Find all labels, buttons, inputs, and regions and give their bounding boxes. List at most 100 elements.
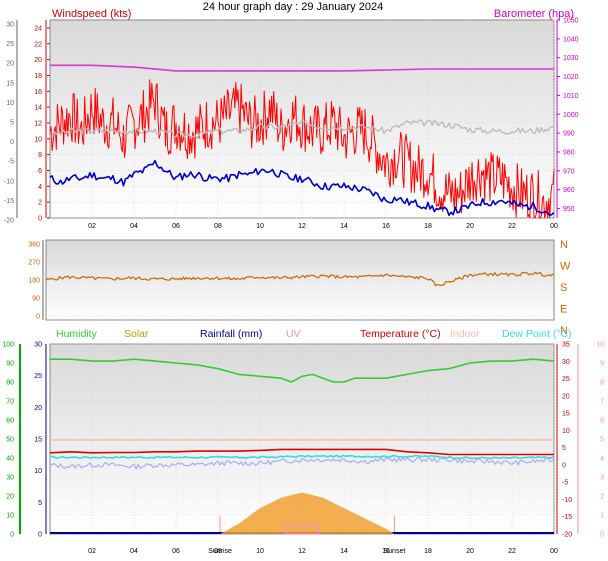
barometer-series-line: [50, 64, 554, 72]
temp-tick-label: 35: [562, 342, 570, 349]
uv-tick-label: 9: [600, 361, 604, 368]
wind-inner-tick-label: 12: [34, 120, 42, 127]
wind-outer-tick-label: 20: [6, 61, 14, 68]
temp-x-tick-label: 06: [172, 548, 180, 555]
uv-series-bar: [284, 524, 320, 535]
wind-outer-tick-label: 15: [6, 80, 14, 87]
wind-inner-tick-label: 2: [38, 200, 42, 207]
baro-tick-label: 1020: [563, 74, 579, 81]
uv-tick-label: 7: [600, 399, 604, 406]
uv-tick-label: 0: [600, 532, 604, 539]
legend-entry: UV: [286, 328, 301, 340]
temp-x-tick-label: 10: [256, 548, 264, 555]
humidity-tick-label: 40: [6, 456, 14, 463]
wind-x-tick-label: 16: [382, 223, 390, 230]
temp-tick-label: 5: [562, 445, 566, 452]
temp-tick-label: 15: [562, 411, 570, 418]
humidity-tick-label: 70: [6, 399, 14, 406]
temp-x-tick-label: 22: [508, 548, 516, 555]
rain-tick-label: 0: [38, 532, 42, 539]
wind-x-tick-label: 14: [340, 223, 348, 230]
legend-entry: Dew Point (°C): [502, 328, 572, 340]
baro-tick-label: 950: [563, 206, 575, 213]
temp-tick-label: 20: [562, 393, 570, 400]
wind-outer-tick-label: 10: [6, 100, 14, 107]
temperature-panel: 1009080706050403020100302520151050353025…: [2, 328, 604, 555]
direction-right-tick-label: W: [560, 261, 571, 273]
wind-inner-tick-label: 22: [34, 41, 42, 48]
uv-tick-label: 4: [600, 456, 604, 463]
baro-tick-label: 970: [563, 168, 575, 175]
uv-tick-label: 6: [600, 418, 604, 425]
temp-tick-label: 10: [562, 428, 570, 435]
temp-tick-label: 25: [562, 376, 570, 383]
wind-outer-tick-label: -20: [4, 218, 14, 225]
temp-tick-label: -15: [562, 514, 572, 521]
humidity-tick-label: 90: [6, 361, 14, 368]
temp-x-tick-label: 12: [298, 548, 306, 555]
wind-x-tick-label: 08: [214, 223, 222, 230]
humidity-tick-label: 60: [6, 418, 14, 425]
uv-tick-label: 3: [600, 475, 604, 482]
wind-inner-tick-label: 16: [34, 89, 42, 96]
chart-title: 24 hour graph day : 29 January 2024: [203, 1, 383, 13]
legend-entry: Solar: [124, 328, 149, 340]
uv-tick-label: 2: [600, 494, 604, 501]
wind-x-tick-label: 04: [130, 223, 138, 230]
wind-outer-tick-label: -15: [4, 198, 14, 205]
temp-x-tick-label: 16: [382, 548, 390, 555]
temp-x-tick-label: 00: [550, 548, 558, 555]
wind-inner-tick-label: 20: [34, 57, 42, 64]
solar-series-area: [220, 492, 395, 534]
sunset-label: Sunset: [384, 548, 406, 555]
humidity-tick-label: 30: [6, 475, 14, 482]
rain-tick-label: 15: [34, 437, 42, 444]
baro-tick-label: 1030: [563, 55, 579, 62]
wind-inner-tick-label: 4: [38, 184, 42, 191]
temp-tick-label: 30: [562, 359, 570, 366]
legend-entry: Temperature (°C): [360, 328, 441, 340]
direction-right-tick-label: N: [560, 325, 568, 337]
humidity-tick-label: 20: [6, 494, 14, 501]
wind-x-tick-label: 18: [424, 223, 432, 230]
wind-inner-tick-label: 0: [38, 216, 42, 223]
wind-x-tick-label: 00: [550, 223, 558, 230]
direction-left-tick-label: 90: [32, 296, 40, 303]
direction-right-tick-label: S: [560, 282, 567, 294]
wind-x-tick-label: 20: [466, 223, 474, 230]
sunrise-label: Sunrise: [208, 548, 232, 555]
humidity-tick-label: 100: [2, 342, 14, 349]
baro-tick-label: 980: [563, 150, 575, 157]
wind-outer-tick-label: 30: [6, 22, 14, 29]
dewpoint-series-line: [50, 454, 555, 460]
wind-outer-tick-label: 5: [10, 120, 14, 127]
direction-plot-area: [45, 239, 555, 321]
temp-tick-label: 0: [562, 462, 566, 469]
wind-legend-right: Barometer (hpa): [494, 8, 574, 20]
wind-legend-left: Windspeed (kts): [52, 8, 131, 20]
wind-x-tick-label: 12: [298, 223, 306, 230]
wind-outer-tick-label: 0: [10, 139, 14, 146]
baro-tick-label: 960: [563, 187, 575, 194]
baro-tick-label: 1050: [563, 18, 579, 25]
windspeed-series-line: [49, 79, 555, 219]
average-wind-series-line: [49, 159, 555, 217]
temp-x-tick-label: 08: [214, 548, 222, 555]
wind-x-tick-label: 06: [172, 223, 180, 230]
humidity-series-line: [50, 358, 555, 383]
temp-x-tick-label: 18: [424, 548, 432, 555]
uv-tick-label: 5: [600, 437, 604, 444]
legend-entry: Rainfall (mm): [200, 328, 262, 340]
uv-tick-label: 1: [600, 513, 604, 520]
rain-tick-label: 25: [34, 373, 42, 380]
wind-x-tick-label: 02: [88, 223, 96, 230]
wind-panel: 242220181614121086420302520151050-5-10-1…: [4, 8, 579, 230]
temp-x-tick-label: 02: [88, 548, 96, 555]
wind-inner-tick-label: 18: [34, 73, 42, 80]
lavender-series-line: [49, 456, 555, 470]
baro-tick-label: 1000: [563, 112, 579, 119]
direction-left-tick-label: 180: [28, 278, 40, 285]
uv-tick-label: 8: [600, 380, 604, 387]
